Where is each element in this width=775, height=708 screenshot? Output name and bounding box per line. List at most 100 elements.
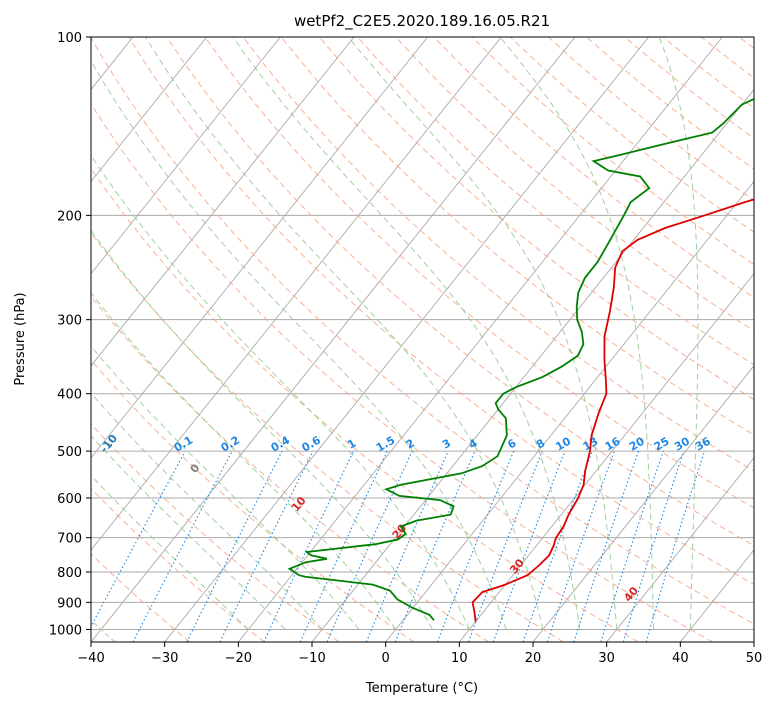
mixing-ratio-label: 6 bbox=[505, 436, 518, 451]
mixing-ratio-line bbox=[299, 450, 388, 642]
isotherm-line bbox=[0, 37, 59, 642]
mixing-ratio-line bbox=[394, 450, 476, 642]
dry-adiabat-line bbox=[204, 37, 754, 509]
dry-adiabat-line bbox=[91, 167, 639, 642]
series-lines bbox=[287, 97, 754, 622]
plot-area: 0.10.20.40.611.52346810131620253036-100-… bbox=[0, 37, 754, 642]
x-tick-label: 30 bbox=[598, 651, 615, 666]
y-tick-label: 800 bbox=[57, 566, 82, 581]
x-tick-label: −10 bbox=[298, 651, 325, 666]
moist-adiabat-line bbox=[91, 154, 470, 630]
moist-adiabat-line bbox=[232, 37, 581, 630]
mixing-ratio-line bbox=[645, 450, 706, 642]
dry-adiabat-line bbox=[395, 37, 754, 332]
isotherm-line bbox=[91, 37, 208, 183]
moist-adiabat-line bbox=[145, 37, 544, 630]
moist-adiabat-line bbox=[499, 37, 654, 630]
y-tick-label: 700 bbox=[57, 532, 82, 547]
dry-adiabat-lines bbox=[91, 37, 754, 642]
dry-adiabat-line bbox=[128, 37, 754, 586]
isotherm-line bbox=[164, 37, 650, 642]
mixing-ratio-line bbox=[263, 450, 354, 642]
mixing-ratio-line bbox=[600, 450, 664, 642]
dry-adiabat-line bbox=[700, 37, 754, 79]
y-axis-label: Pressure (hPa) bbox=[13, 292, 28, 385]
x-tick-label: −40 bbox=[77, 651, 104, 666]
mixing-ratio-line bbox=[622, 450, 685, 642]
isotherm-line bbox=[753, 641, 754, 642]
dry-adiabat-line bbox=[91, 553, 191, 642]
moist-adiabat-line bbox=[91, 345, 360, 630]
dry-adiabat-label: 40 bbox=[621, 584, 641, 604]
mixing-ratio-label: 4 bbox=[467, 436, 480, 451]
isotherm-line bbox=[91, 37, 355, 367]
x-tick-label: 10 bbox=[451, 651, 468, 666]
y-tick-label: 500 bbox=[57, 445, 82, 460]
moist-adiabat-line bbox=[658, 37, 699, 630]
dry-adiabat-line bbox=[91, 37, 754, 625]
dry-adiabat-line bbox=[357, 37, 754, 366]
dry-adiabat-line bbox=[91, 103, 713, 642]
mixing-ratio-line bbox=[91, 450, 186, 628]
mixing-ratio-line bbox=[219, 450, 314, 642]
y-axis: 100 200 300 400 500 600 700 800 900 1000 bbox=[49, 31, 91, 638]
y-tick-label: 100 bbox=[57, 31, 82, 46]
y-tick-label: 600 bbox=[57, 492, 82, 507]
moist-adiabat-line bbox=[91, 292, 397, 630]
x-tick-label: 0 bbox=[382, 651, 390, 666]
y-tick-label: 1000 bbox=[49, 623, 82, 638]
dry-adiabat-line bbox=[509, 37, 754, 233]
isotherm-line bbox=[91, 37, 576, 642]
moist-adiabat-line bbox=[91, 229, 433, 630]
x-tick-label: 20 bbox=[525, 651, 542, 666]
x-axis: −40 −30 −20 −10 0 10 20 30 40 50 bbox=[77, 642, 762, 666]
dry-adiabat-line bbox=[242, 37, 754, 472]
dry-adiabat-label: -20 bbox=[8, 398, 31, 422]
isotherm-line bbox=[91, 37, 281, 275]
moist-adiabat-line bbox=[91, 59, 507, 630]
mixing-ratio-label: 3 bbox=[440, 437, 453, 452]
mixing-ratio-line bbox=[436, 450, 515, 642]
dry-adiabat-line bbox=[91, 295, 489, 642]
moist-adiabat-line bbox=[91, 435, 286, 630]
dry-adiabat-line bbox=[91, 423, 340, 642]
isotherm-line bbox=[532, 365, 754, 642]
x-tick-label: −20 bbox=[225, 651, 252, 666]
moist-adiabat-line bbox=[347, 37, 618, 630]
x-tick-label: −30 bbox=[151, 651, 178, 666]
y-tick-label: 400 bbox=[57, 388, 82, 403]
mixing-ratio-line bbox=[573, 450, 640, 642]
dry-adiabat-line bbox=[471, 37, 754, 266]
isotherm-lines bbox=[0, 37, 754, 642]
y-tick-label: 900 bbox=[57, 596, 82, 611]
mixing-ratio-line bbox=[365, 450, 449, 642]
isotherm-line bbox=[237, 37, 723, 642]
mixing-ratio-line bbox=[326, 450, 413, 642]
mixing-ratio-line bbox=[467, 450, 543, 642]
plot-frame bbox=[90, 36, 755, 643]
chart-title: wetPf2_C2E5.2020.189.16.05.R21 bbox=[294, 12, 550, 31]
x-tick-label: 40 bbox=[672, 651, 689, 666]
dry-adiabat-line bbox=[91, 231, 564, 642]
dry-adiabat-line bbox=[166, 37, 754, 547]
dry-adiabat-label: 10 bbox=[289, 494, 309, 514]
isotherm-line bbox=[458, 272, 754, 642]
mixing-ratio-label: 8 bbox=[534, 437, 547, 452]
dry-adiabat-line bbox=[91, 359, 415, 642]
dry-adiabat-line bbox=[738, 37, 754, 49]
isotherm-line bbox=[91, 37, 502, 551]
x-tick-label: 50 bbox=[746, 651, 763, 666]
x-axis-label: Temperature (°C) bbox=[365, 681, 478, 696]
isotherm-line bbox=[385, 180, 754, 642]
dry-adiabat-line bbox=[586, 37, 754, 170]
mixing-ratio-lines bbox=[91, 450, 706, 642]
mixing-ratio-line bbox=[522, 450, 593, 642]
dewpoint-line bbox=[287, 97, 754, 621]
isotherm-line bbox=[606, 457, 754, 642]
y-tick-label: 300 bbox=[57, 314, 82, 329]
y-tick-label: 200 bbox=[57, 209, 82, 224]
isotherm-line bbox=[679, 549, 754, 642]
temperature-line bbox=[471, 198, 754, 622]
mixing-ratio-label: 2 bbox=[404, 437, 417, 452]
